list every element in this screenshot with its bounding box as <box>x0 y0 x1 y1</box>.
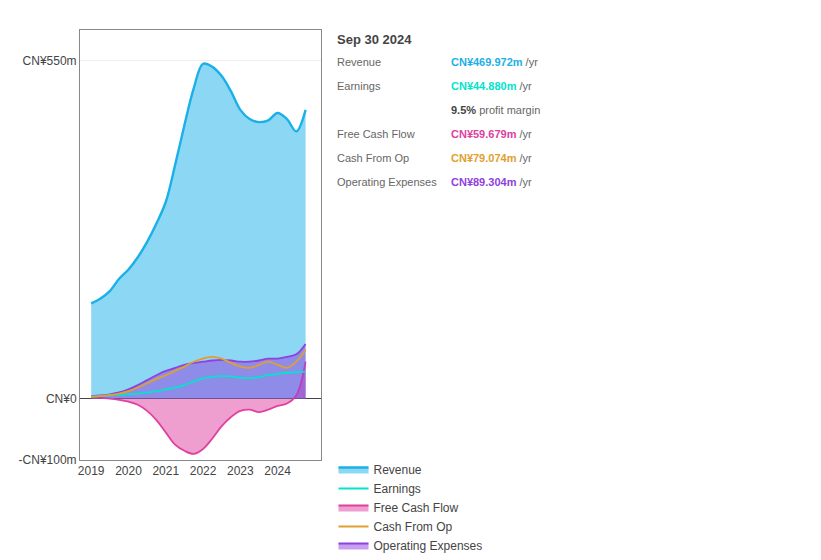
svg-text:CN¥89.304m /yr: CN¥89.304m /yr <box>451 176 532 188</box>
svg-text:2019: 2019 <box>78 464 105 478</box>
svg-text:Earnings: Earnings <box>374 482 421 496</box>
svg-text:CN¥0: CN¥0 <box>46 392 77 406</box>
svg-text:CN¥550m: CN¥550m <box>23 54 77 68</box>
svg-text:Free Cash Flow: Free Cash Flow <box>337 128 415 140</box>
svg-text:Sep 30 2024: Sep 30 2024 <box>337 32 412 47</box>
svg-text:CN¥469.972m /yr: CN¥469.972m /yr <box>451 56 538 68</box>
svg-text:2022: 2022 <box>190 464 217 478</box>
svg-text:CN¥44.880m /yr: CN¥44.880m /yr <box>451 80 532 92</box>
svg-text:2023: 2023 <box>227 464 254 478</box>
svg-text:CN¥79.074m /yr: CN¥79.074m /yr <box>451 152 532 164</box>
svg-text:Earnings: Earnings <box>337 80 381 92</box>
svg-text:-CN¥100m: -CN¥100m <box>19 453 77 467</box>
svg-text:9.5% profit margin: 9.5% profit margin <box>451 104 540 116</box>
svg-text:Free Cash Flow: Free Cash Flow <box>374 501 459 515</box>
svg-text:Cash From Op: Cash From Op <box>337 152 409 164</box>
svg-text:Operating Expenses: Operating Expenses <box>374 539 483 553</box>
svg-text:Revenue: Revenue <box>374 463 422 477</box>
svg-text:CN¥59.679m /yr: CN¥59.679m /yr <box>451 128 532 140</box>
svg-text:2021: 2021 <box>152 464 179 478</box>
svg-text:Cash From Op: Cash From Op <box>374 520 453 534</box>
svg-text:Operating Expenses: Operating Expenses <box>337 176 437 188</box>
svg-text:Revenue: Revenue <box>337 56 381 68</box>
svg-text:2024: 2024 <box>264 464 291 478</box>
svg-text:2020: 2020 <box>115 464 142 478</box>
